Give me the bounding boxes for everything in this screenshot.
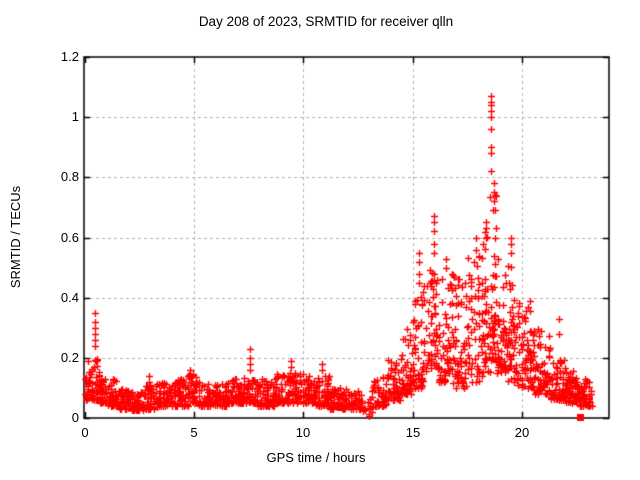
x-tick-label: 15 bbox=[405, 425, 421, 440]
y-tick-label: 0.6 bbox=[60, 230, 79, 245]
x-tick-label: 0 bbox=[81, 425, 89, 440]
y-tick-label: 1.2 bbox=[60, 49, 79, 64]
y-tick-label: 0.4 bbox=[60, 290, 79, 305]
y-tick-label: 0.2 bbox=[60, 350, 79, 365]
x-axis-label: GPS time / hours bbox=[266, 450, 366, 465]
x-tick-label: 10 bbox=[295, 425, 311, 440]
y-tick-label: 1 bbox=[71, 109, 79, 124]
y-tick-label: 0.8 bbox=[60, 169, 79, 184]
y-tick-label: 0 bbox=[71, 410, 79, 425]
x-tick-label: 20 bbox=[514, 425, 530, 440]
chart-title: Day 208 of 2023, SRMTID for receiver qll… bbox=[198, 14, 454, 29]
x-tick-label: 5 bbox=[190, 425, 198, 440]
